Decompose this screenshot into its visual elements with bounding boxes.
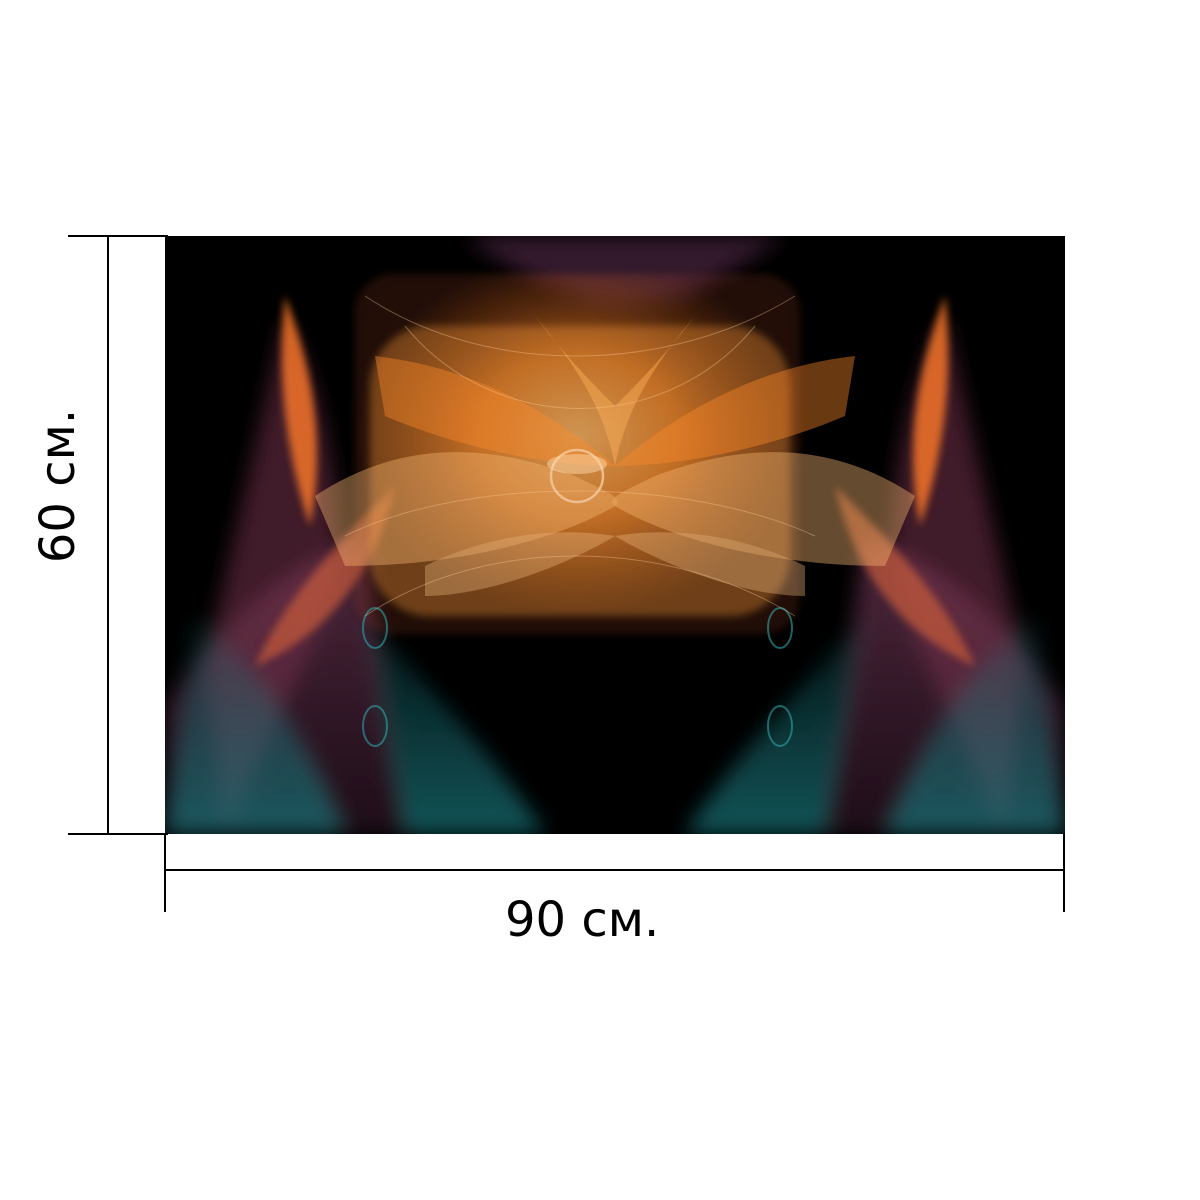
fractal-artwork <box>165 236 1065 834</box>
height-label: 60 см. <box>30 408 86 564</box>
fractal-image <box>165 236 1065 834</box>
width-label: 90 см. <box>505 892 660 948</box>
